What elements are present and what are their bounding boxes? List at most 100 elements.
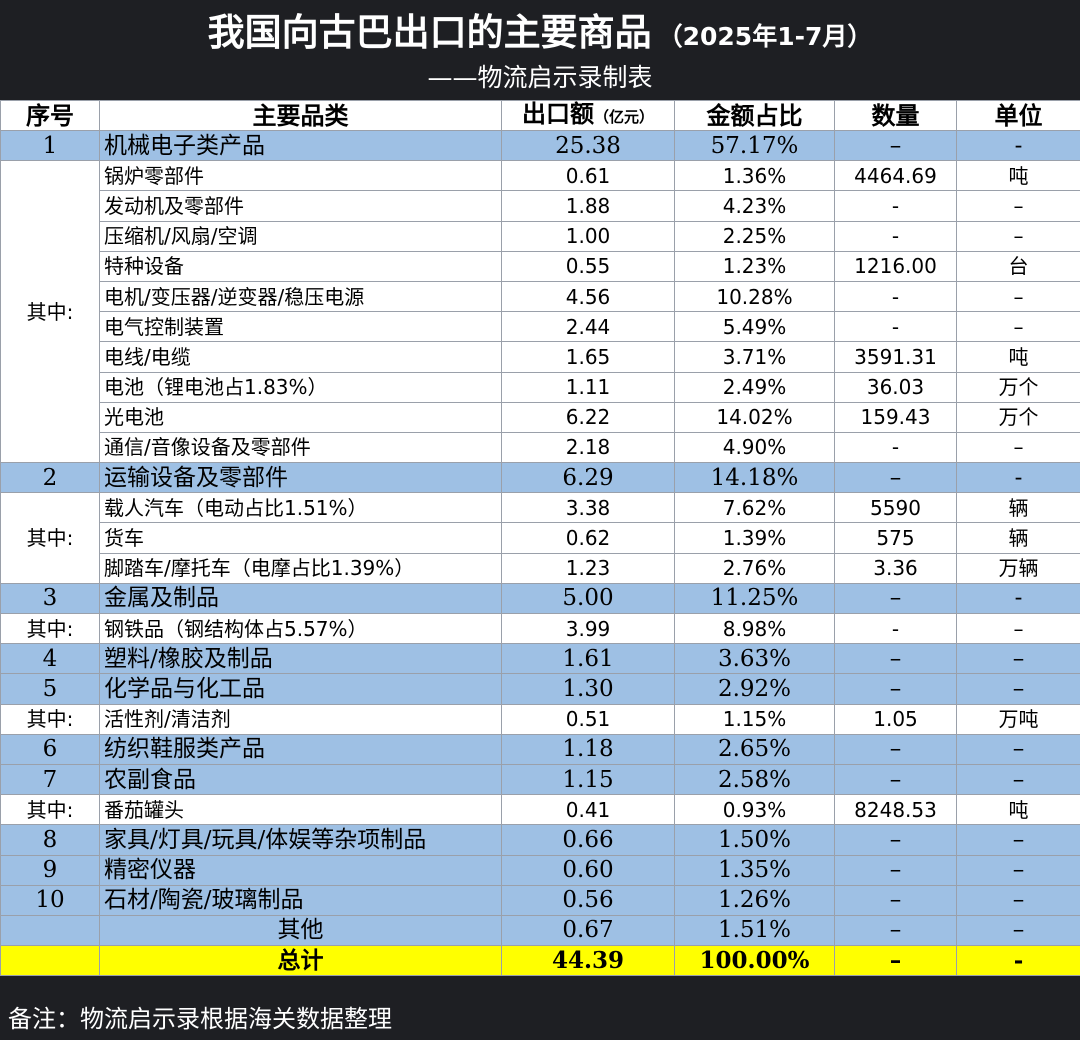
page-title: 我国向古巴出口的主要商品 （2025年1-7月） xyxy=(0,8,1080,62)
row-unit: 万个 xyxy=(956,371,1080,403)
row-share: 1.23% xyxy=(674,250,835,282)
table-row: 其中: 番茄罐头 0.41 0.93% 8248.53 吨 xyxy=(0,794,1080,826)
row-category: 电池（锂电池占1.83%） xyxy=(99,371,502,403)
row-value: 6.29 xyxy=(501,462,675,494)
header-unit: 单位 xyxy=(956,100,1080,131)
row-unit: - xyxy=(956,582,1080,615)
table-row: 10 石材/陶瓷/玻璃制品 0.56 1.26% – – xyxy=(0,884,1080,916)
row-value: 0.55 xyxy=(501,250,675,282)
row-value: 0.60 xyxy=(501,854,675,886)
row-category: 金属及制品 xyxy=(99,582,502,615)
row-unit: – xyxy=(956,673,1080,705)
row-share: 2.92% xyxy=(674,673,835,705)
row-category: 钢铁品（钢结构体占5.57%） xyxy=(99,612,502,645)
table-row: 其中: 锅炉零部件 0.61 1.36% 4464.69 吨 xyxy=(0,160,1080,464)
table-row: 其中: 活性剂/清洁剂 0.51 1.15% 1.05 万吨 xyxy=(0,703,1080,735)
row-qty: – xyxy=(834,854,957,886)
row-share: 4.23% xyxy=(674,190,835,222)
table-row: 电气控制装置 2.44 5.49% - – xyxy=(1,311,1080,343)
row-share: 1.36% xyxy=(674,160,835,192)
row-share: 1.15% xyxy=(674,703,835,735)
row-no: 5 xyxy=(0,673,100,705)
total-qty: – xyxy=(834,945,957,977)
row-value: 1.61 xyxy=(501,643,675,675)
row-share: 3.71% xyxy=(674,341,835,373)
row-no xyxy=(0,914,100,947)
row-share: 0.93% xyxy=(674,794,835,826)
total-value: 44.39 xyxy=(501,945,675,977)
row-qty: – xyxy=(834,643,957,675)
row-qty: 4464.69 xyxy=(834,160,957,192)
row-no: 1 xyxy=(0,129,100,162)
row-qty: – xyxy=(834,462,957,494)
row-value: 3.38 xyxy=(501,492,675,524)
row-share: 2.25% xyxy=(674,220,835,252)
table-row: 通信/音像设备及零部件 2.18 4.90% - – xyxy=(1,431,1080,464)
table-row: 其他 0.67 1.51% – – xyxy=(0,914,1080,947)
table-row: 电池（锂电池占1.83%） 1.11 2.49% 36.03 万个 xyxy=(1,371,1080,403)
row-qty: 8248.53 xyxy=(834,794,957,826)
table-header-row: 序号 主要品类 出口额（亿元） 金额占比 数量 单位 xyxy=(0,100,1080,131)
table-row: 2 运输设备及零部件 6.29 14.18% – - xyxy=(0,462,1080,494)
table-row: 1 机械电子类产品 25.38 57.17% – - xyxy=(0,129,1080,162)
row-category: 脚踏车/摩托车（电摩占比1.39%） xyxy=(99,552,502,584)
row-share: 2.76% xyxy=(674,552,835,584)
row-category: 番茄罐头 xyxy=(99,794,502,826)
row-no: 9 xyxy=(0,854,100,886)
row-qty: – xyxy=(834,673,957,705)
table-row: 货车 0.62 1.39% 575 辆 xyxy=(1,522,1080,554)
page-subtitle: ——物流启示录制表 xyxy=(427,63,653,92)
row-share: 14.02% xyxy=(674,401,835,433)
row-value: 2.44 xyxy=(501,311,675,343)
row-qty: 36.03 xyxy=(834,371,957,403)
row-value: 0.41 xyxy=(501,794,675,826)
row-qty: – xyxy=(834,884,957,916)
row-qty: 5590 xyxy=(834,492,957,524)
row-qty: – xyxy=(834,582,957,615)
row-unit: – xyxy=(956,220,1080,252)
row-category: 其他 xyxy=(99,914,502,947)
total-label: 总计 xyxy=(99,945,502,977)
table-row: 4 塑料/橡胶及制品 1.61 3.63% – – xyxy=(0,643,1080,675)
row-category: 化学品与化工品 xyxy=(99,673,502,705)
row-qty: – xyxy=(834,733,957,765)
table-row: 9 精密仪器 0.60 1.35% – – xyxy=(0,854,1080,886)
row-category: 运输设备及零部件 xyxy=(99,462,502,494)
row-category: 塑料/橡胶及制品 xyxy=(99,643,502,675)
row-no: 6 xyxy=(0,733,100,765)
row-qty: 3591.31 xyxy=(834,341,957,373)
row-value: 5.00 xyxy=(501,582,675,615)
row-unit: 台 xyxy=(956,250,1080,282)
row-qty: - xyxy=(834,431,957,464)
row-value: 0.62 xyxy=(501,522,675,554)
header-category: 主要品类 xyxy=(99,100,502,131)
row-category: 货车 xyxy=(99,522,502,554)
row-share: 3.63% xyxy=(674,643,835,675)
row-share: 57.17% xyxy=(674,129,835,162)
row-qty: 3.36 xyxy=(834,552,957,584)
table-row: 其中: 载人汽车（电动占比1.51%） 3.38 7.62% 5590 辆 xyxy=(0,492,1080,584)
row-value: 0.56 xyxy=(501,884,675,916)
title-main: 我国向古巴出口的主要商品 xyxy=(207,11,652,54)
table-row: 脚踏车/摩托车（电摩占比1.39%） 1.23 2.76% 3.36 万辆 xyxy=(1,552,1080,584)
row-no: 10 xyxy=(0,884,100,916)
row-value: 0.67 xyxy=(501,914,675,947)
row-qty: – xyxy=(834,824,957,856)
row-share: 1.39% xyxy=(674,522,835,554)
row-unit: – xyxy=(956,643,1080,675)
row-qty: 159.43 xyxy=(834,401,957,433)
row-no: 8 xyxy=(0,824,100,856)
row-share: 5.49% xyxy=(674,311,835,343)
row-category: 光电池 xyxy=(99,401,502,433)
footer-note: 备注：物流启示录根据海关数据整理 xyxy=(0,998,1080,1040)
row-unit: 吨 xyxy=(956,160,1080,192)
row-unit: - xyxy=(956,129,1080,162)
row-unit: – xyxy=(956,914,1080,947)
header-value: 出口额（亿元） xyxy=(501,100,675,131)
row-share: 1.26% xyxy=(674,884,835,916)
row-no: 2 xyxy=(0,462,100,494)
header-value-unit: （亿元） xyxy=(593,108,654,126)
row-share: 11.25% xyxy=(674,582,835,615)
row-unit: – xyxy=(956,884,1080,916)
row-category: 电气控制装置 xyxy=(99,311,502,343)
